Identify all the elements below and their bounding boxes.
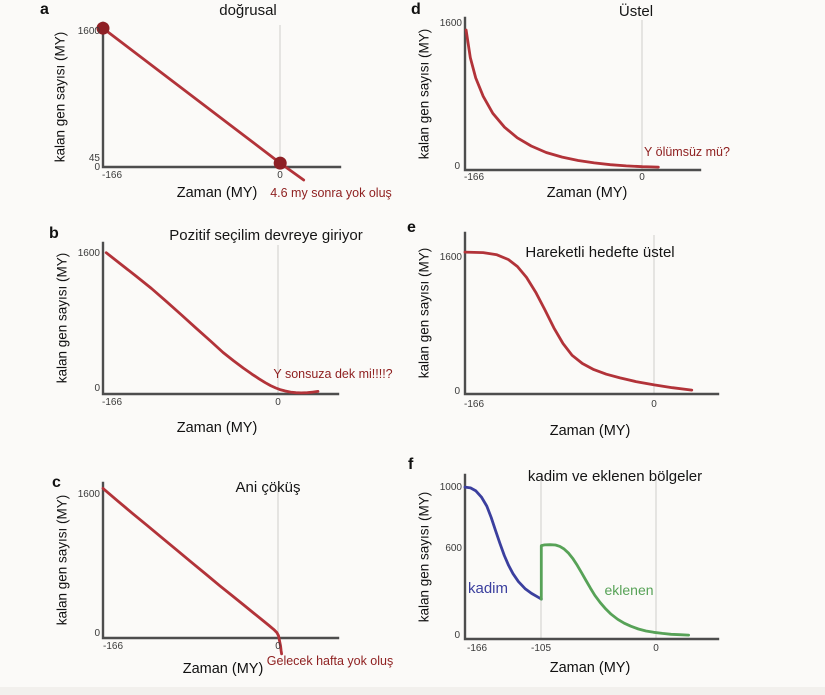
y-axis-label-d: kalan gen sayısı (MY) (416, 28, 432, 160)
ytick-d-1600: 1600 (439, 18, 462, 29)
ytick-f-600: 600 (445, 543, 462, 554)
y-axis-label-a: kalan gen sayısı (MY) (52, 31, 68, 163)
y-axis-label-f: kalan gen sayısı (MY) (416, 491, 432, 623)
panel-letter-f: f (408, 456, 414, 473)
ytick-f-1000: 1000 (439, 482, 462, 493)
y-axis-label-c: kalan gen sayısı (MY) (54, 494, 70, 626)
annotation-a-extinction: 4.6 my sonra yok oluş (270, 186, 392, 200)
x-axis-label-d: Zaman (MY) (546, 185, 628, 201)
annotation-c-next-week: Gelecek hafta yok oluş (266, 654, 394, 668)
curve-d-exponential (464, 28, 660, 169)
curves (101, 26, 694, 656)
ytick-e-1600: 1600 (439, 252, 462, 263)
y-axis-label-e: kalan gen sayısı (MY) (416, 247, 432, 379)
axes-panel-c (101, 481, 340, 640)
ytick-b-1600: 1600 (77, 248, 100, 259)
markers (96, 21, 287, 170)
panel-title-c: Ani çöküş (235, 479, 301, 496)
panel-title-e: Hareketli hedefte üstel (525, 244, 675, 261)
x-axis-label-e: Zaman (MY) (549, 423, 631, 439)
ytick-c-0: 0 (94, 628, 100, 639)
ytick-a-45: 45 (88, 153, 100, 164)
annotation-d-immortal: Y ölümsüz mü? (644, 145, 730, 159)
axes-panel-b (101, 241, 340, 396)
panel-letter-b: b (49, 225, 59, 242)
curve-a-linear (101, 26, 306, 182)
xtick-f-neg105: -105 (530, 643, 552, 654)
panel-letter-c: c (52, 474, 61, 491)
axes-panel-e (463, 231, 720, 396)
ytick-d-0: 0 (454, 161, 460, 172)
panel-title-b: Pozitif seçilim devreye giriyor (169, 227, 363, 244)
xtick-b-0: 0 (275, 397, 281, 408)
ytick-f-0: 0 (454, 630, 460, 641)
ytick-c-1600: 1600 (77, 489, 100, 500)
x-axis-label-f: Zaman (MY) (549, 660, 631, 676)
panel-title-a: doğrusal (219, 2, 277, 19)
xtick-e-neg166: -166 (463, 399, 485, 410)
xtick-f-0: 0 (653, 643, 659, 654)
marker-a-end-dot (273, 156, 287, 170)
annotation-b-forever: Y sonsuza dek mi!!!!? (273, 367, 393, 381)
curve-f-eklenen (539, 543, 690, 637)
series-label-kadim: kadim (467, 580, 509, 597)
curve-e-moving-target (463, 250, 694, 392)
bottom-edge-strip (0, 687, 825, 695)
panel-letter-d: d (411, 1, 421, 18)
xtick-f-neg166: -166 (466, 643, 488, 654)
ytick-e-0: 0 (454, 386, 460, 397)
x-axis-label-c: Zaman (MY) (182, 661, 264, 677)
ytick-a-1600: 1600 (77, 26, 100, 37)
curve-f-kadim (463, 485, 543, 601)
xtick-c-0: 0 (275, 641, 281, 652)
panel-letter-e: e (407, 219, 416, 236)
xtick-b-neg166: -166 (101, 397, 123, 408)
ytick-b-0: 0 (94, 383, 100, 394)
axes-panel-a (101, 21, 342, 169)
x-axis-label-a: Zaman (MY) (176, 185, 258, 201)
curve-c-collapse (101, 487, 283, 656)
series-label-eklenen: eklenen (604, 582, 654, 598)
curve-b-leveling (104, 251, 320, 395)
axes-panel-d (463, 16, 702, 172)
xtick-a-neg166: -166 (101, 170, 123, 181)
panel-letter-a: a (40, 1, 49, 18)
x-axis-label-b: Zaman (MY) (176, 420, 258, 436)
gridlines (277, 20, 657, 638)
axes (101, 16, 720, 641)
xtick-c-neg166: -166 (102, 641, 124, 652)
y-axis-label-b: kalan gen sayısı (MY) (54, 252, 70, 384)
xtick-a-0: 0 (277, 170, 283, 181)
marker-a-start-dot (96, 21, 110, 35)
panel-title-f: kadim ve eklenen bölgeler (527, 468, 703, 485)
axes-panel-f (463, 473, 720, 641)
ytick-a-0: 0 (94, 162, 100, 173)
panel-title-d: Üstel (618, 3, 654, 20)
xtick-e-0: 0 (651, 399, 657, 410)
xtick-d-0: 0 (639, 172, 645, 183)
xtick-d-neg166: -166 (463, 172, 485, 183)
